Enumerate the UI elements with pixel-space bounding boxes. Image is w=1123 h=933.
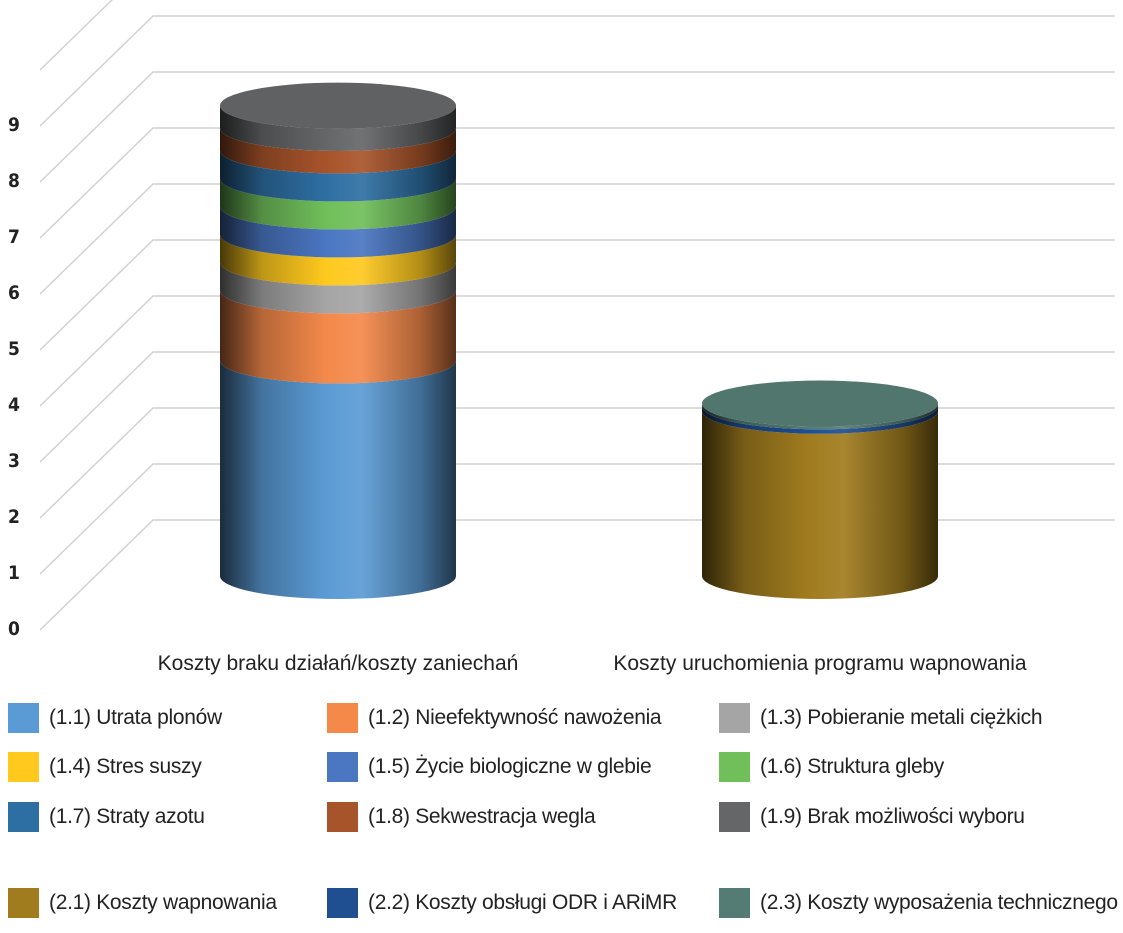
legend-label: (2.3) Koszty wyposażenia technicznego (760, 891, 1118, 914)
legend-item: (1.4) Stres suszy (8, 752, 202, 782)
legend-swatch (327, 703, 358, 733)
legend-swatch (719, 703, 750, 733)
bar-segment (220, 128, 456, 174)
legend-label: (2.1) Koszty wapnowania (49, 891, 277, 914)
y-tick-label: 7 (8, 226, 20, 248)
gridline (39, 463, 1115, 575)
legend-label: (1.7) Straty azotu (49, 805, 205, 828)
gridline (39, 183, 1115, 295)
legend-swatch (327, 802, 358, 832)
gridlines (39, 0, 1115, 631)
legend-swatch (8, 888, 39, 918)
category-label: Koszty uruchomienia programu wapnowania (613, 652, 1027, 675)
bar-top (220, 82, 456, 129)
cylinder-bar (220, 82, 456, 599)
bar-segment (220, 150, 456, 202)
legend-item: (1.5) Życie biologiczne w glebie (327, 752, 652, 782)
stacked-cylinder-chart: 0 1 2 3 4 5 6 7 8 9 Koszty braku działań/koszty z… (8, 0, 1115, 675)
y-tick-label: 3 (8, 450, 20, 472)
gridline (39, 0, 113, 71)
y-tick-label: 8 (8, 170, 20, 192)
legend-swatch (327, 888, 358, 918)
bars (220, 82, 938, 599)
legend-item: (1.3) Pobieranie metali ciężkich (719, 703, 1043, 733)
bar-segment (220, 178, 456, 230)
legend-item: (2.2) Koszty obsługi ODR i ARiMR (327, 888, 677, 918)
bar-segment (220, 206, 456, 258)
cylinder-bar (702, 380, 938, 599)
legend-label: (1.5) Życie biologiczne w glebie (368, 755, 652, 778)
gridline (39, 351, 1115, 463)
legend-label: (2.2) Koszty obsługi ODR i ARiMR (368, 891, 677, 914)
y-tick-label: 0 (8, 618, 20, 640)
bar-segment (220, 234, 456, 286)
legend-label: (1.3) Pobieranie metali ciężkich (760, 706, 1043, 729)
legend-item: (1.8) Sekwestracja wegla (327, 802, 596, 832)
gridline (39, 239, 1115, 351)
legend-swatch (719, 802, 750, 832)
legend-label: (1.8) Sekwestracja wegla (368, 805, 596, 828)
legend-item: (1.2) Nieefektywność nawożenia (327, 703, 662, 733)
legend-item: (1.6) Struktura gleby (719, 752, 944, 782)
category-label: Koszty braku działań/koszty zaniechań (158, 652, 519, 675)
bar-segment (702, 406, 938, 434)
legend-label: (1.6) Struktura gleby (760, 755, 944, 778)
legend-swatch (719, 888, 750, 918)
y-axis-ticks: 0 1 2 3 4 5 6 7 8 9 (8, 114, 20, 640)
legend-swatch (327, 752, 358, 782)
bar-segment (220, 360, 456, 599)
bar-top (702, 380, 938, 427)
y-tick-label: 6 (8, 282, 20, 304)
gridline (39, 407, 1115, 519)
legend-label: (1.4) Stres suszy (49, 755, 202, 778)
gridline (39, 15, 1115, 127)
bar-segment (220, 262, 456, 314)
legend-swatch (719, 752, 750, 782)
y-tick-label: 9 (8, 114, 20, 136)
legend-label: (1.9) Brak możliwości wyboru (760, 805, 1025, 828)
bar-segment (702, 410, 938, 599)
legend-swatch (8, 703, 39, 733)
legend-item: (1.7) Straty azotu (8, 802, 205, 832)
y-tick-label: 1 (8, 562, 20, 584)
gridline (39, 295, 1115, 407)
legend-item: (2.1) Koszty wapnowania (8, 888, 277, 918)
legend-label: (1.1) Utrata plonów (49, 706, 222, 729)
category-labels: Koszty braku działań/koszty zaniechań Kos… (158, 652, 1027, 675)
legend-item: (2.3) Koszty wyposażenia technicznego (719, 888, 1118, 918)
bar-segment (220, 105, 456, 151)
legend-swatch (8, 752, 39, 782)
gridline (39, 71, 1115, 183)
bar-segment (220, 290, 456, 384)
legend-item: (1.1) Utrata plonów (8, 703, 222, 733)
legend-item: (1.9) Brak możliwości wyboru (719, 802, 1025, 832)
gridline (39, 127, 1115, 239)
legend-label: (1.2) Nieefektywność nawożenia (368, 706, 662, 729)
legend-swatch (8, 802, 39, 832)
y-tick-label: 5 (8, 338, 20, 360)
y-tick-label: 2 (8, 506, 20, 528)
y-tick-label: 4 (8, 394, 20, 416)
gridline (39, 519, 1115, 631)
